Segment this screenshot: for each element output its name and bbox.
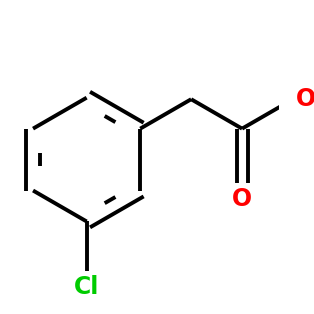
Text: O: O — [296, 87, 314, 111]
Text: Cl: Cl — [74, 274, 99, 299]
Text: O: O — [232, 187, 252, 211]
